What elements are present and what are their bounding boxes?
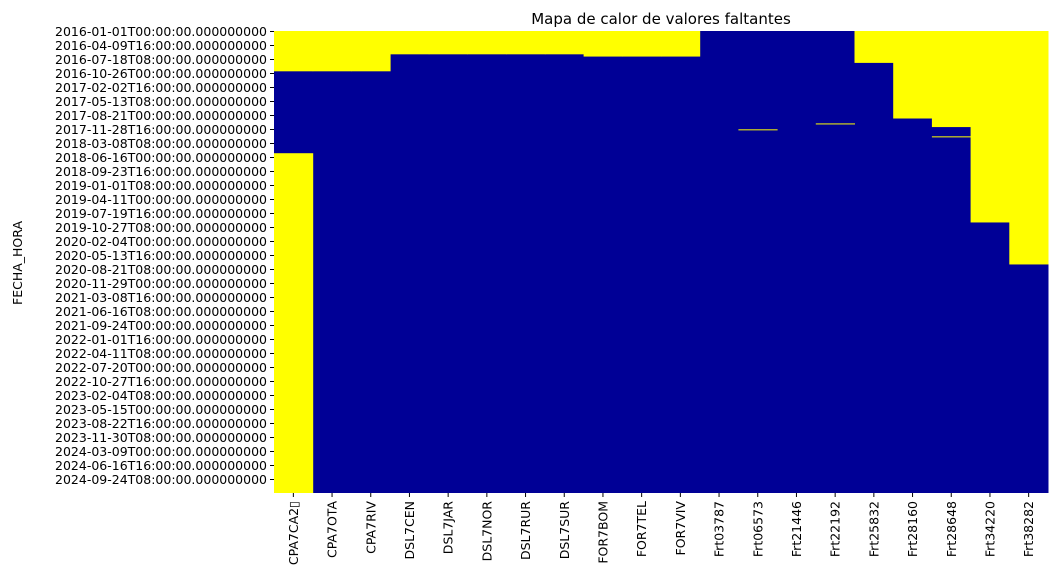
heatmap-column-6	[506, 31, 546, 493]
y-tick-label: 2023-02-04T08:00:00.000000000	[55, 388, 267, 403]
y-tick-label: 2016-04-09T16:00:00.000000000	[55, 38, 267, 53]
missing-range-0	[274, 31, 314, 72]
y-tick-label: 2024-09-24T08:00:00.000000000	[55, 472, 267, 487]
x-tick-label: CPA7CA2▯	[286, 501, 301, 565]
y-tick-label: 2024-06-16T16:00:00.000000000	[55, 458, 267, 473]
y-tick-label: 2021-06-16T08:00:00.000000000	[55, 304, 267, 319]
heatmap-column-3	[390, 31, 430, 493]
y-tick-label: 2017-08-21T00:00:00.000000000	[55, 108, 267, 123]
heatmap-cells	[274, 31, 1049, 493]
heatmap-column-2	[351, 31, 391, 493]
x-tick-label: Frt22192	[828, 501, 843, 557]
heatmap-column-14	[815, 31, 855, 493]
y-tick-label: 2019-04-11T00:00:00.000000000	[55, 192, 267, 207]
y-tick-label: 2017-11-28T16:00:00.000000000	[55, 122, 267, 137]
x-tick-label: DSL7CEN	[402, 501, 417, 559]
y-tick-label: 2016-01-01T00:00:00.000000000	[55, 24, 267, 39]
y-tick-label: 2016-10-26T00:00:00.000000000	[55, 66, 267, 81]
missing-range-13	[815, 123, 855, 125]
missing-range-17	[931, 136, 972, 138]
x-tick-label: FOR7TEL	[634, 501, 649, 557]
x-tick-label: DSL7RUR	[518, 501, 533, 560]
x-tick-label: FOR7BOM	[595, 501, 610, 564]
x-tick-label: Frt25832	[866, 501, 881, 557]
heatmap-column-5	[467, 31, 507, 493]
heatmap-column-15	[854, 31, 894, 493]
y-tick-label: 2019-07-19T16:00:00.000000000	[55, 206, 267, 221]
x-tick-label: Frt06573	[750, 501, 765, 557]
y-tick-label: 2020-05-13T16:00:00.000000000	[55, 248, 267, 263]
heatmap-column-4	[428, 31, 468, 493]
heatmap-column-13	[777, 31, 817, 493]
x-tick-label: FOR7VIV	[673, 501, 688, 556]
x-tick-label: Frt03787	[712, 501, 727, 557]
x-tick-label: Frt21446	[789, 501, 804, 557]
y-tick-label: 2022-01-01T16:00:00.000000000	[55, 332, 267, 347]
x-tick-label: DSL7NOR	[479, 501, 494, 562]
heatmap-column-11	[699, 31, 739, 493]
missing-range-2	[312, 31, 352, 72]
y-tick-label: 2021-09-24T00:00:00.000000000	[55, 318, 267, 333]
missing-range-8	[544, 31, 585, 55]
heatmap-column-7	[544, 31, 585, 493]
missing-range-10	[622, 31, 662, 57]
y-tick-label: 2021-03-08T16:00:00.000000000	[55, 290, 267, 305]
y-tick-label: 2023-08-22T16:00:00.000000000	[55, 416, 267, 431]
y-tick-label: 2019-01-01T08:00:00.000000000	[55, 178, 267, 193]
y-tick-label: 2016-07-18T08:00:00.000000000	[55, 52, 267, 67]
missing-range-1	[274, 153, 314, 493]
missing-range-7	[506, 31, 546, 55]
missing-range-16	[931, 31, 972, 128]
missing-range-14	[854, 31, 894, 63]
y-tick-label: 2024-03-09T00:00:00.000000000	[55, 444, 267, 459]
x-tick-label: Frt38282	[1021, 501, 1036, 557]
missing-range-4	[390, 31, 430, 55]
y-tick-label: 2018-03-08T08:00:00.000000000	[55, 136, 267, 151]
heatmap-column-8	[583, 31, 623, 493]
y-axis-label: FECHA_HORA	[10, 221, 25, 305]
heatmap-column-10	[661, 31, 701, 493]
x-tick-label: CPA7OTA	[325, 501, 340, 558]
y-tick-label: 2023-05-15T00:00:00.000000000	[55, 402, 267, 417]
x-tick-label: Frt28648	[944, 501, 959, 557]
heatmap-column-12	[738, 31, 778, 493]
y-tick-label: 2022-07-20T00:00:00.000000000	[55, 360, 267, 375]
missing-range-12	[738, 129, 778, 131]
y-tick-label: 2023-11-30T08:00:00.000000000	[55, 430, 267, 445]
x-tick-label: DSL7SUR	[557, 501, 572, 560]
y-tick-label: 2017-05-13T08:00:00.000000000	[55, 94, 267, 109]
missing-range-18	[970, 31, 1010, 223]
x-tick-label: DSL7JAR	[441, 501, 456, 554]
x-axis-ticks: CPA7CA2▯ CPA7OTA CPA7RIV DSL7CEN DSL7JAR DSL7…	[286, 493, 1036, 565]
missing-range-15	[893, 31, 933, 119]
heatmap-column-1	[312, 31, 352, 493]
y-tick-label: 2017-02-02T16:00:00.000000000	[55, 80, 267, 95]
missing-range-5	[428, 31, 468, 55]
missing-range-6	[467, 31, 507, 55]
x-tick-label: Frt34220	[982, 501, 997, 557]
missing-range-3	[351, 31, 391, 72]
missing-range-11	[661, 31, 701, 57]
y-tick-label: 2018-09-23T16:00:00.000000000	[55, 164, 267, 179]
chart-title: Mapa de calor de valores faltantes	[531, 10, 791, 28]
y-tick-label: 2020-08-21T08:00:00.000000000	[55, 262, 267, 277]
heatmap-column-9	[622, 31, 662, 493]
y-tick-label: 2020-02-04T00:00:00.000000000	[55, 234, 267, 249]
y-tick-label: 2022-04-11T08:00:00.000000000	[55, 346, 267, 361]
x-tick-label: CPA7RIV	[363, 501, 378, 554]
missing-range-19	[1009, 31, 1049, 265]
y-tick-label: 2019-10-27T08:00:00.000000000	[55, 220, 267, 235]
missing-range-9	[583, 31, 623, 57]
x-tick-label: Frt28160	[905, 501, 920, 557]
y-tick-label: 2020-11-29T00:00:00.000000000	[55, 276, 267, 291]
y-tick-label: 2022-10-27T16:00:00.000000000	[55, 374, 267, 389]
y-tick-label: 2018-06-16T00:00:00.000000000	[55, 150, 267, 165]
y-axis-ticks: 2016-01-01T00:00:00.0000000002016-04-09T…	[55, 24, 274, 487]
